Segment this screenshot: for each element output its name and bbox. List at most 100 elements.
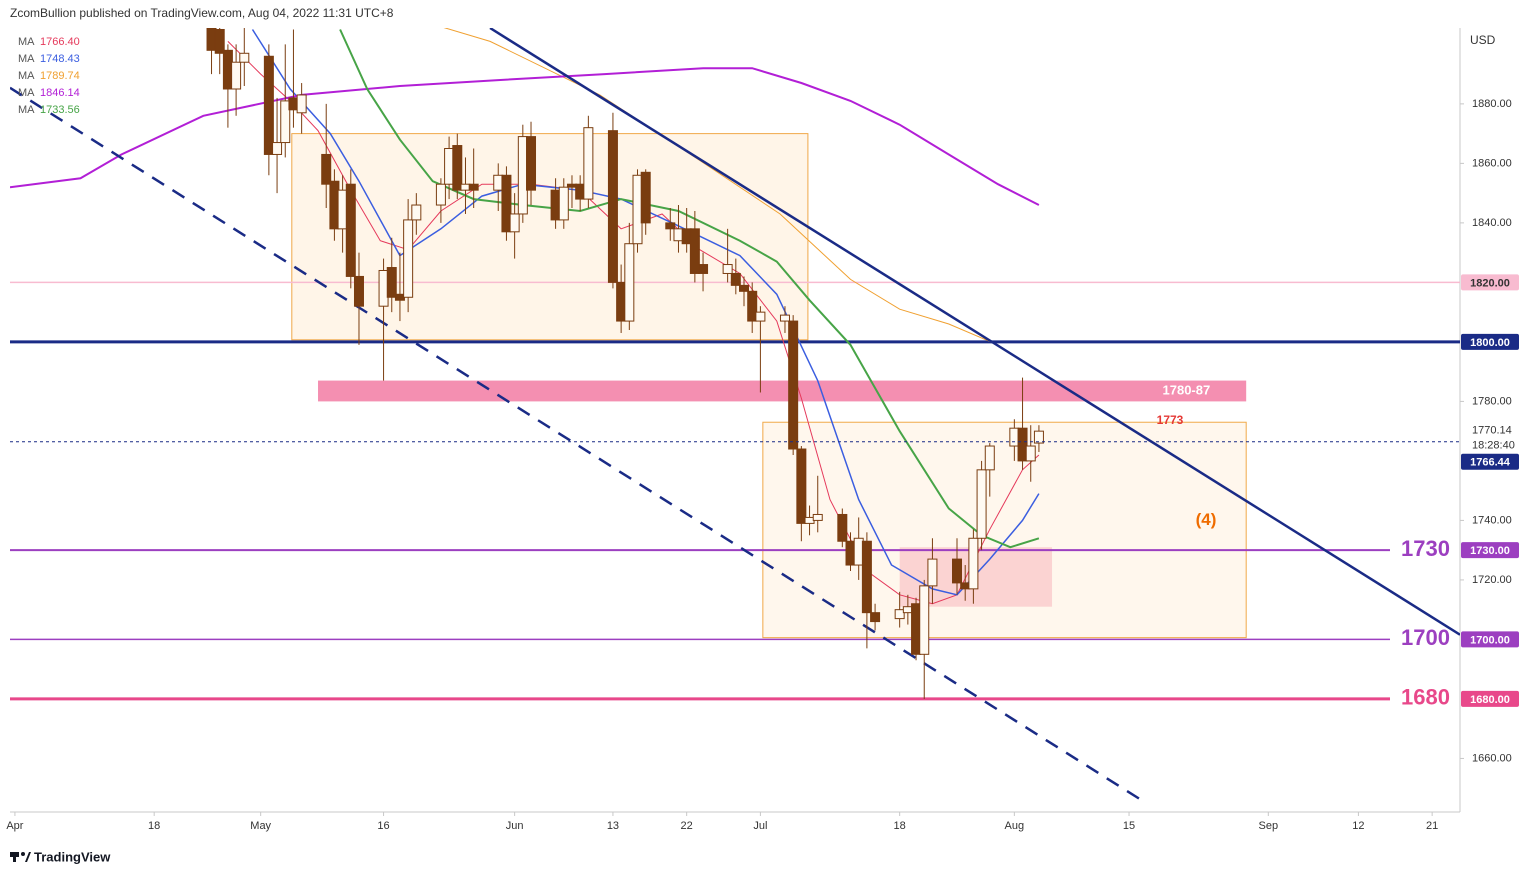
candle-body bbox=[386, 267, 397, 298]
candle-body bbox=[509, 213, 520, 233]
candle-body bbox=[1017, 427, 1028, 462]
level-axis-label: 1820.00 bbox=[1470, 277, 1510, 289]
level-axis-box bbox=[1461, 274, 1519, 291]
candle-body bbox=[968, 537, 979, 590]
candle-body bbox=[1025, 445, 1036, 462]
candle-body bbox=[796, 448, 807, 524]
candle-body bbox=[976, 469, 987, 539]
candle-body bbox=[460, 183, 471, 191]
y-tick-label: 1840.00 bbox=[1472, 217, 1512, 229]
brand: TradingView bbox=[34, 849, 111, 864]
candle-body bbox=[468, 183, 479, 191]
candle-body bbox=[919, 585, 930, 655]
level-axis-label: 1730.00 bbox=[1470, 545, 1510, 557]
candle-body bbox=[804, 516, 815, 524]
level-axis-label: 1700.00 bbox=[1470, 634, 1510, 646]
y-tick-label: 1780.00 bbox=[1472, 395, 1512, 407]
legend-value: 1789.74 bbox=[40, 70, 80, 82]
moving-average bbox=[10, 67, 1040, 206]
candle-body bbox=[902, 606, 913, 614]
candle-body bbox=[640, 171, 651, 224]
candle-body bbox=[558, 186, 569, 221]
level-axis-box bbox=[1461, 542, 1519, 559]
candle-body bbox=[452, 145, 463, 191]
candle-body bbox=[607, 130, 618, 283]
candle-body bbox=[222, 49, 233, 90]
candle-body bbox=[984, 445, 995, 471]
candle-body bbox=[231, 61, 242, 90]
y-tick-label: 1860.00 bbox=[1472, 157, 1512, 169]
x-tick-label: Jul bbox=[753, 820, 767, 832]
candle-body bbox=[321, 153, 332, 185]
candle-body bbox=[263, 55, 274, 155]
y-tick-label: 1720.00 bbox=[1472, 574, 1512, 586]
candle-body bbox=[730, 272, 741, 286]
candle-body bbox=[952, 558, 963, 584]
legend-name: MA bbox=[18, 70, 35, 82]
candle-body bbox=[272, 142, 283, 155]
moving-average bbox=[339, 29, 1040, 549]
candle-body bbox=[288, 97, 299, 111]
candle-body bbox=[550, 189, 561, 221]
price-countdown: 18:28:40 bbox=[1472, 440, 1515, 452]
x-tick-label: 15 bbox=[1123, 820, 1135, 832]
y-tick-label: 1660.00 bbox=[1472, 752, 1512, 764]
candle-body bbox=[280, 100, 291, 144]
candle-body bbox=[624, 243, 635, 322]
x-tick-label: 21 bbox=[1426, 820, 1438, 832]
x-tick-label: 18 bbox=[148, 820, 160, 832]
moving-average bbox=[443, 28, 1040, 373]
level-axis-box bbox=[1461, 333, 1519, 350]
y-tick-label: 1740.00 bbox=[1472, 514, 1512, 526]
candle-body bbox=[722, 264, 733, 274]
candle-body bbox=[517, 136, 528, 215]
x-tick-label: Apr bbox=[6, 820, 23, 832]
candle-body bbox=[296, 94, 307, 114]
candle-body bbox=[616, 281, 627, 322]
trendline bbox=[489, 28, 1460, 636]
level-axis-box bbox=[1461, 631, 1519, 648]
level-axis-box bbox=[1461, 690, 1519, 707]
level-label: 1700 bbox=[1401, 625, 1450, 650]
legend-name: MA bbox=[18, 36, 35, 48]
candle-body bbox=[911, 603, 922, 655]
zone bbox=[318, 380, 1247, 402]
legend-name: MA bbox=[18, 104, 35, 116]
candle-body bbox=[788, 320, 799, 450]
candle-body bbox=[689, 228, 700, 274]
candle-body bbox=[378, 269, 389, 307]
candle-body bbox=[394, 293, 405, 301]
candle-body bbox=[665, 222, 676, 230]
candle-body bbox=[1009, 427, 1020, 447]
candle-body bbox=[566, 183, 577, 188]
candle-body bbox=[681, 228, 692, 245]
candle-body bbox=[403, 219, 414, 298]
level-axis-label: 1800.00 bbox=[1470, 337, 1510, 349]
candle-body bbox=[747, 290, 758, 322]
annotation: 1773 bbox=[1157, 413, 1184, 427]
y-tick-label: 1880.00 bbox=[1472, 98, 1512, 110]
candle-body bbox=[812, 513, 823, 521]
legend-value: 1733.56 bbox=[40, 104, 80, 116]
level-axis-label: 1680.00 bbox=[1470, 694, 1510, 706]
candle-body bbox=[444, 148, 455, 185]
x-tick-label: 22 bbox=[681, 820, 693, 832]
candle-body bbox=[673, 228, 684, 242]
legend-value: 1846.14 bbox=[40, 87, 80, 99]
candle-body bbox=[583, 127, 594, 200]
candle-body bbox=[526, 136, 537, 191]
candle-body bbox=[853, 537, 864, 566]
candle-body bbox=[894, 609, 905, 620]
currency: USD bbox=[1470, 33, 1496, 47]
annotation: 1780-87 bbox=[1163, 382, 1211, 397]
last-price-box bbox=[1461, 453, 1519, 470]
candle-body bbox=[837, 513, 848, 542]
candle-body bbox=[779, 314, 790, 322]
x-tick-label: Aug bbox=[1005, 820, 1025, 832]
trendline bbox=[10, 86, 1142, 801]
x-tick-label: May bbox=[250, 820, 271, 832]
price-note: 1770.14 bbox=[1472, 425, 1512, 437]
candle-body bbox=[861, 540, 872, 614]
